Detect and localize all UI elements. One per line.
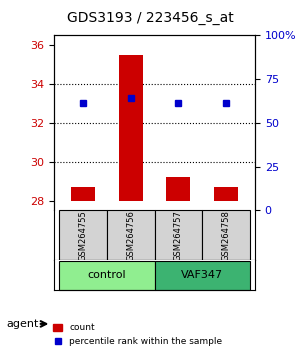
FancyBboxPatch shape [154,261,250,290]
Text: control: control [87,270,126,280]
Text: VAF347: VAF347 [181,270,224,280]
Text: GSM264757: GSM264757 [174,210,183,261]
Text: GSM264755: GSM264755 [78,210,87,261]
Bar [118,55,142,201]
FancyBboxPatch shape [106,210,154,260]
Bar [71,187,95,201]
FancyBboxPatch shape [202,210,250,260]
Bar [214,187,238,201]
Text: GSM264758: GSM264758 [222,210,231,261]
FancyBboxPatch shape [154,210,202,260]
FancyBboxPatch shape [59,210,106,260]
Legend: count, percentile rank within the sample: count, percentile rank within the sample [50,320,226,349]
FancyBboxPatch shape [59,261,154,290]
Text: GSM264756: GSM264756 [126,210,135,261]
Text: GDS3193 / 223456_s_at: GDS3193 / 223456_s_at [67,11,233,25]
Text: agent: agent [6,319,38,329]
Bar [167,177,191,201]
